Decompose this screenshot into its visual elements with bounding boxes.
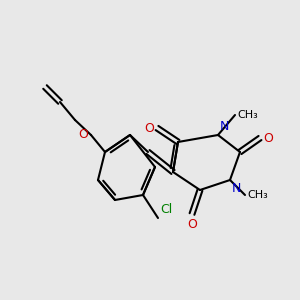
Text: Cl: Cl xyxy=(160,203,172,216)
Text: N: N xyxy=(232,182,242,195)
Text: CH₃: CH₃ xyxy=(237,110,258,120)
Text: O: O xyxy=(263,131,273,145)
Text: O: O xyxy=(78,128,88,142)
Text: O: O xyxy=(187,218,197,231)
Text: CH₃: CH₃ xyxy=(247,190,268,200)
Text: O: O xyxy=(144,122,154,134)
Text: N: N xyxy=(220,120,230,133)
